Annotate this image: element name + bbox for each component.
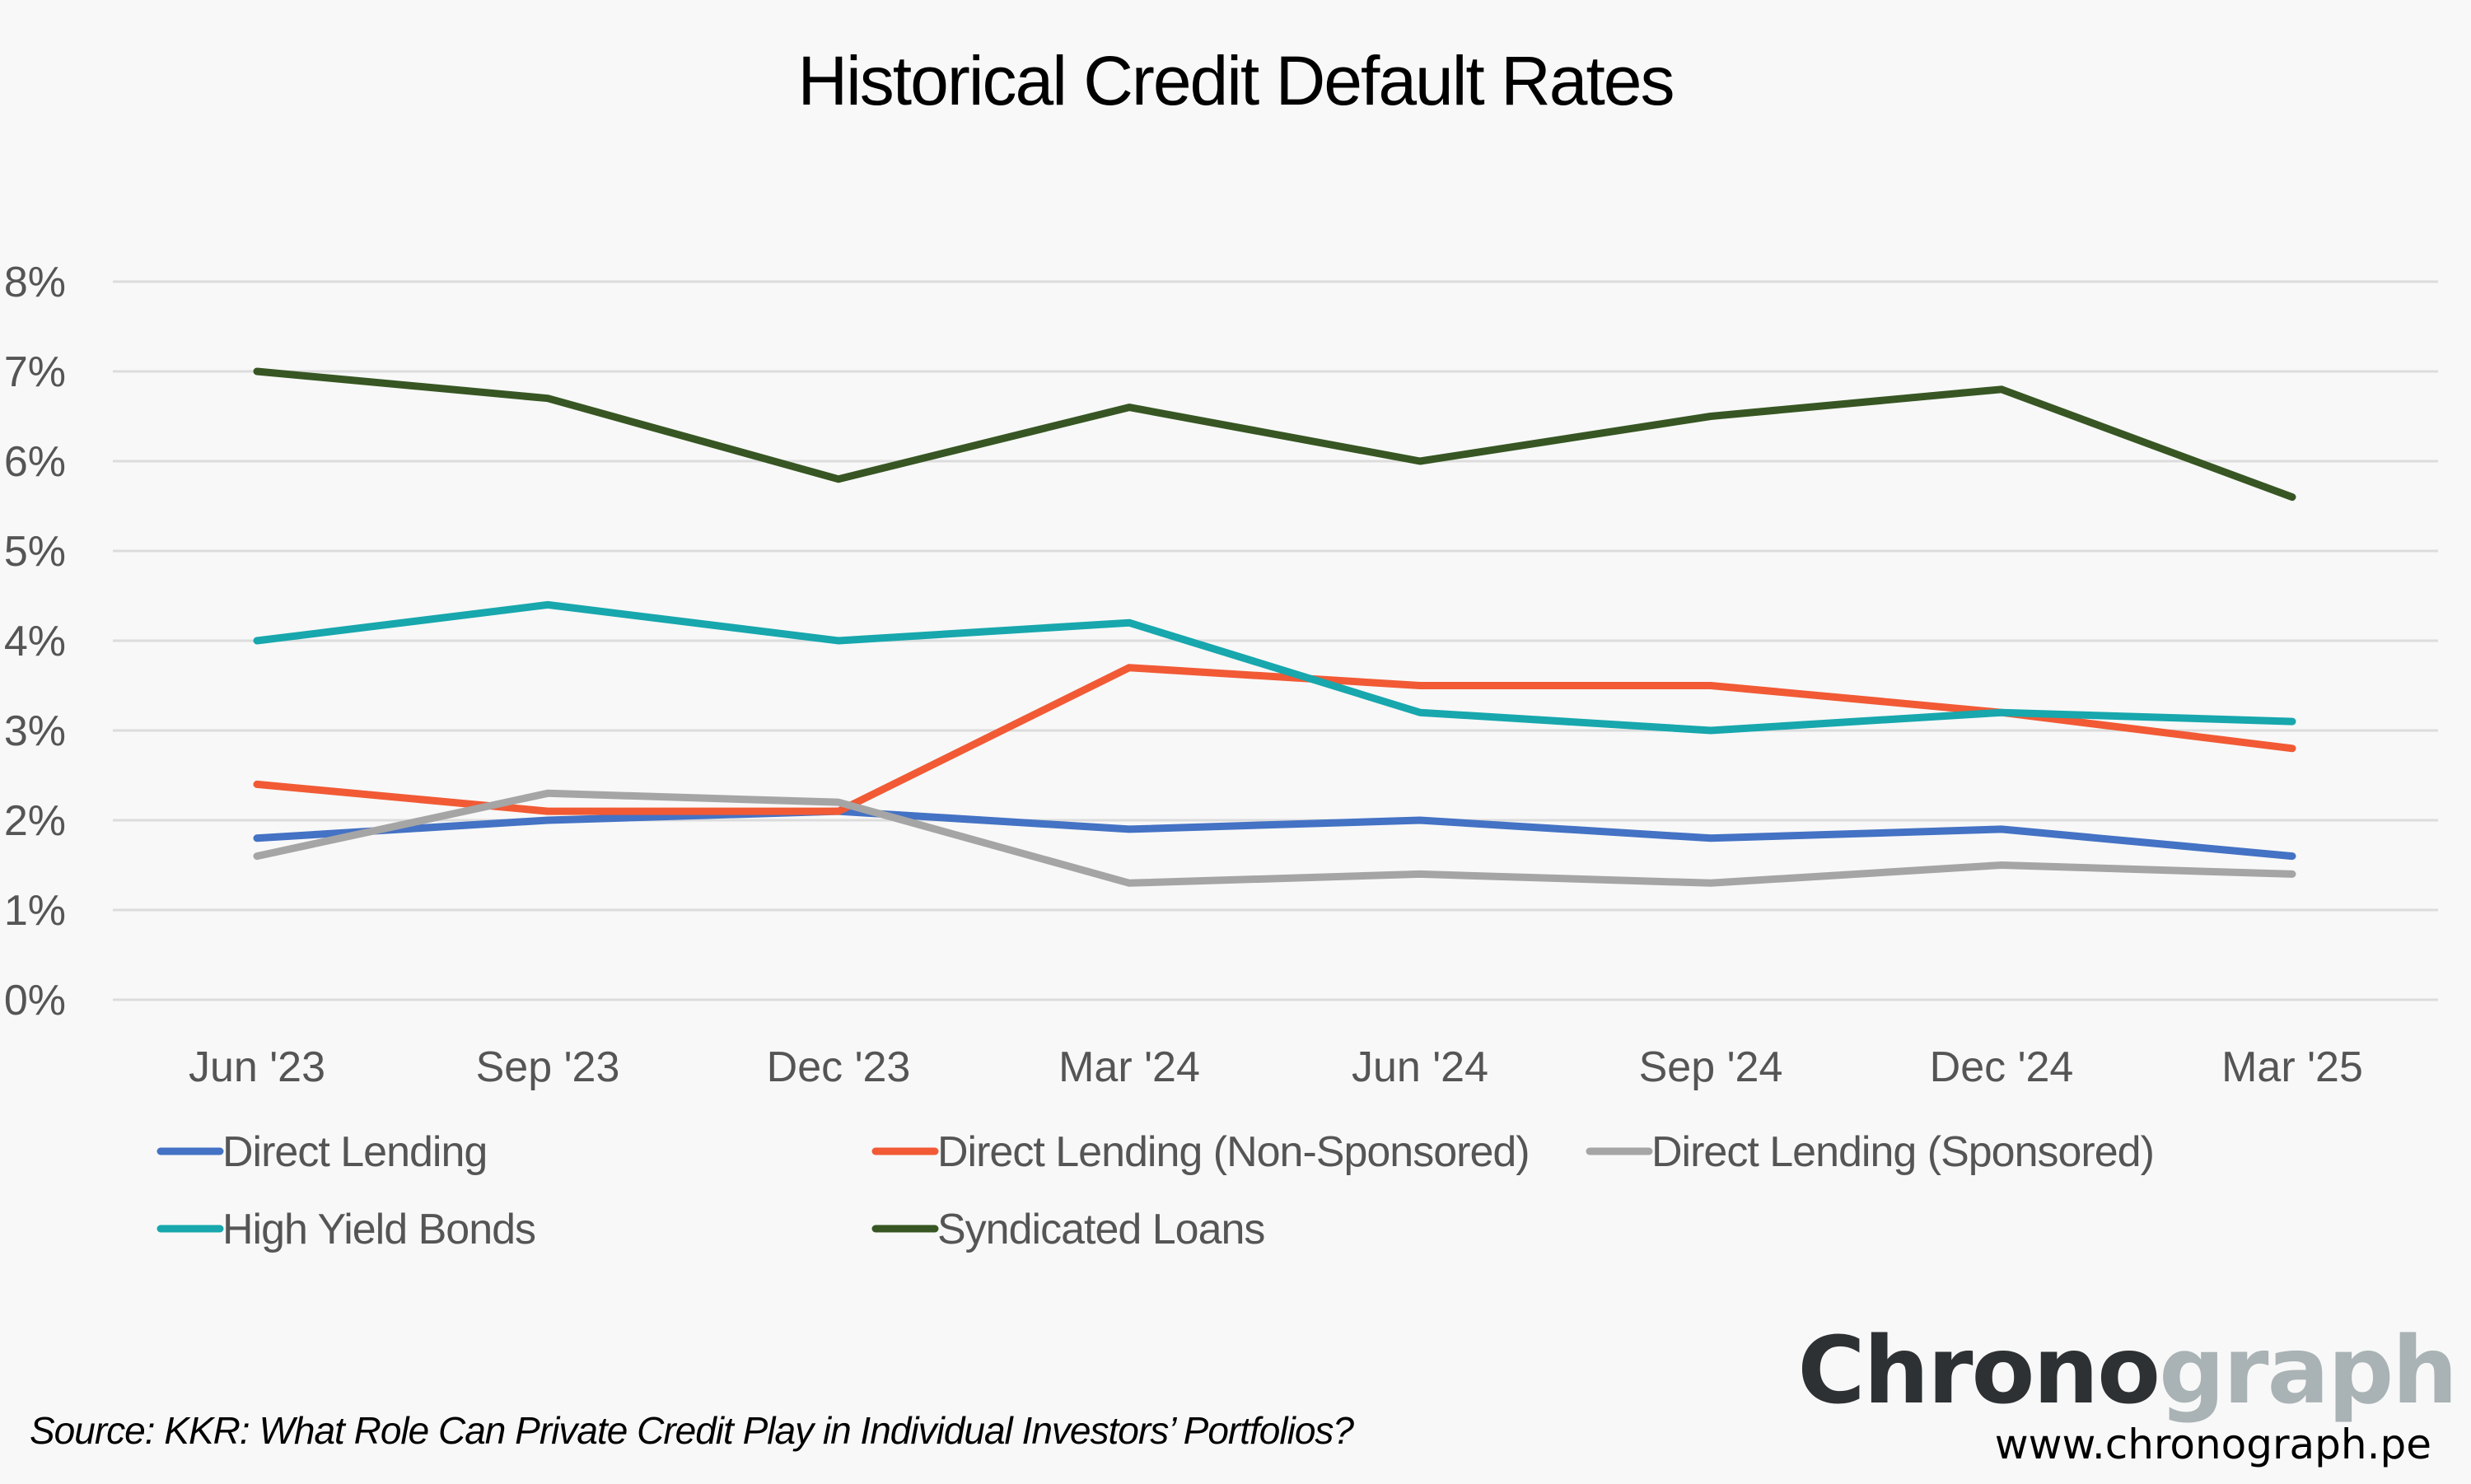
website-link[interactable]: www.chronograph.pe: [1994, 1421, 2431, 1468]
legend: Direct Lending Direct Lending (Non-Sponso…: [156, 1128, 2155, 1253]
x-tick-label: Dec '24: [1930, 1043, 2074, 1091]
series-line-direct-lending-non-sponsored: [253, 664, 2296, 815]
x-tick-label: Mar '24: [1058, 1043, 1200, 1091]
series-line-syndicated-loans: [253, 367, 2296, 502]
legend-label: Direct Lending: [222, 1128, 487, 1176]
legend-item[interactable]: Direct Lending (Non-Sponsored): [871, 1128, 1530, 1176]
series-lines: [253, 367, 2296, 887]
y-tick-label: 6%: [4, 438, 66, 486]
series-line-high-yield-bonds: [253, 600, 2296, 735]
x-axis-ticks: Jun '23 Sep '23 Dec '23 Mar '24 Jun '24 Sep '…: [189, 1043, 2363, 1091]
y-tick-label: 1%: [4, 887, 66, 935]
x-tick-label: Jun '23: [189, 1043, 325, 1091]
chronograph-logo: Chronograph: [1797, 1318, 2458, 1425]
legend-label: Direct Lending (Non-Sponsored): [937, 1128, 1530, 1176]
chart-title: Historical Credit Default Rates: [797, 42, 1675, 119]
x-tick-label: Dec '23: [767, 1043, 911, 1091]
y-tick-label: 0%: [4, 977, 66, 1024]
y-tick-label: 8%: [4, 259, 66, 306]
y-tick-label: 5%: [4, 528, 66, 576]
x-tick-label: Mar '25: [2221, 1043, 2363, 1091]
series-line-direct-lending: [253, 807, 2296, 861]
x-tick-label: Sep '24: [1639, 1043, 1783, 1091]
y-tick-label: 7%: [4, 348, 66, 396]
series-line-direct-lending-sponsored: [253, 789, 2296, 887]
legend-item[interactable]: Syndicated Loans: [871, 1206, 1265, 1253]
y-tick-label: 4%: [4, 618, 66, 665]
legend-item[interactable]: High Yield Bonds: [156, 1206, 536, 1253]
x-tick-label: Jun '24: [1352, 1043, 1488, 1091]
source-note: Source: KKR: What Role Can Private Credi…: [30, 1409, 1354, 1452]
logo-light-text: graph: [2159, 1318, 2458, 1425]
logo-dark-text: Chrono: [1797, 1318, 2160, 1425]
legend-label: Syndicated Loans: [937, 1206, 1264, 1253]
legend-label: Direct Lending (Sponsored): [1651, 1128, 2154, 1176]
y-tick-label: 2%: [4, 797, 66, 845]
y-axis-ticks: 0% 1% 2% 3% 4% 5% 6% 7% 8%: [4, 259, 66, 1024]
x-tick-label: Sep '23: [476, 1043, 620, 1091]
legend-label: High Yield Bonds: [222, 1206, 535, 1253]
legend-item[interactable]: Direct Lending: [156, 1128, 488, 1176]
legend-item[interactable]: Direct Lending (Sponsored): [1586, 1128, 2155, 1176]
y-tick-label: 3%: [4, 707, 66, 755]
